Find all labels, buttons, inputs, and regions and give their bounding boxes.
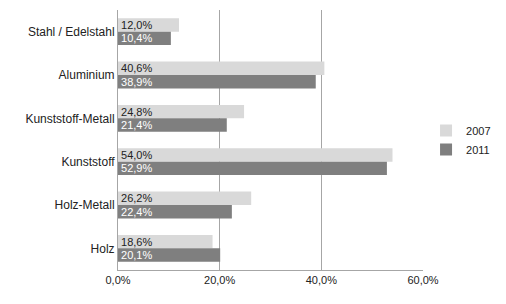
svg-text:38,9%: 38,9% [121, 76, 152, 88]
svg-text:Stahl / Edelstahl: Stahl / Edelstahl [28, 25, 115, 39]
svg-text:21,4%: 21,4% [121, 119, 152, 131]
svg-text:12,0%: 12,0% [121, 19, 152, 31]
svg-text:Kunststoff-Metall: Kunststoff-Metall [25, 112, 114, 126]
svg-text:Holz: Holz [91, 242, 115, 256]
svg-text:18,6%: 18,6% [121, 236, 152, 248]
svg-text:Aluminium: Aluminium [59, 68, 115, 82]
svg-text:52,9%: 52,9% [121, 162, 152, 174]
svg-text:40,0%: 40,0% [306, 274, 337, 286]
svg-text:0,0%: 0,0% [105, 274, 130, 286]
svg-text:40,6%: 40,6% [121, 62, 152, 74]
svg-text:26,2%: 26,2% [121, 192, 152, 204]
svg-text:60,0%: 60,0% [407, 274, 438, 286]
svg-text:54,0%: 54,0% [121, 149, 152, 161]
svg-text:24,8%: 24,8% [121, 106, 152, 118]
svg-text:Kunststoff: Kunststoff [61, 155, 115, 169]
svg-text:22,4%: 22,4% [121, 206, 152, 218]
svg-text:10,4%: 10,4% [121, 32, 152, 44]
svg-text:Holz-Metall: Holz-Metall [55, 198, 115, 212]
svg-text:20,1%: 20,1% [121, 249, 152, 261]
svg-text:20,0%: 20,0% [204, 274, 235, 286]
svg-text:2011: 2011 [466, 144, 490, 156]
svg-text:2007: 2007 [466, 125, 490, 137]
